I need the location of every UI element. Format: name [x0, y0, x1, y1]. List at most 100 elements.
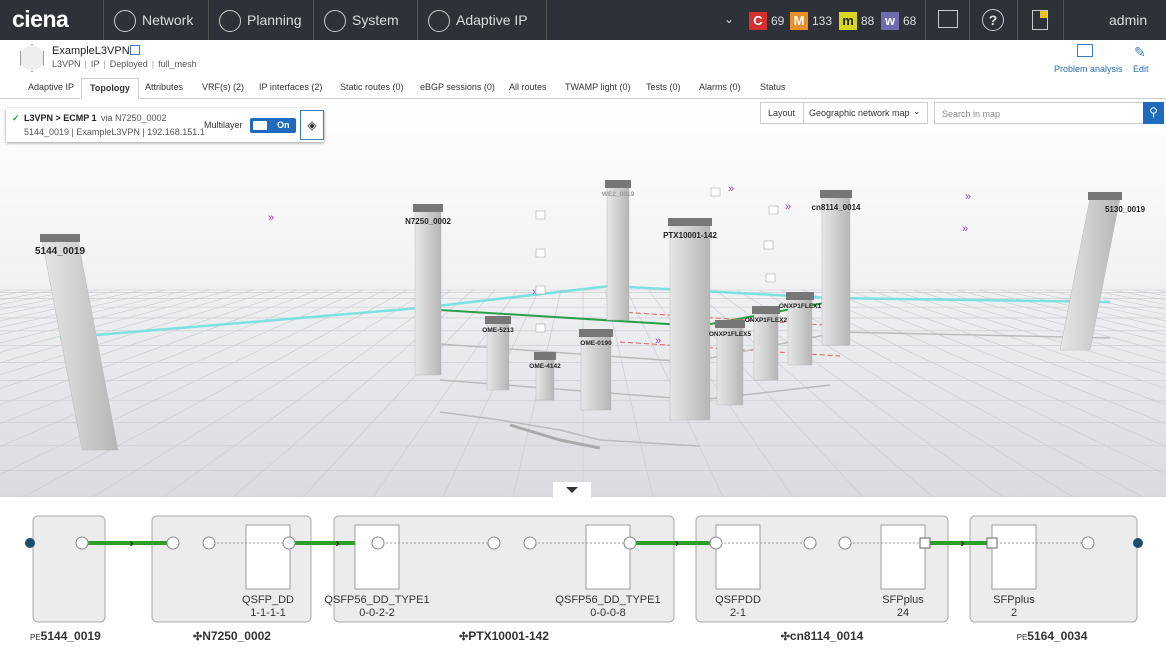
pillar — [821, 195, 851, 346]
node-label: 5144_0019 — [41, 629, 101, 643]
path-arrow: › — [130, 536, 134, 550]
link-arrow: » — [532, 286, 538, 298]
help-icon[interactable]: ? — [969, 0, 1017, 40]
port-name: QSFP_DD — [242, 594, 294, 606]
search-button[interactable]: ⚲ — [1143, 102, 1164, 124]
link-arrow: » — [728, 183, 734, 195]
grid-line — [0, 289, 364, 447]
edit[interactable]: Edit — [1133, 64, 1149, 74]
node-name: ✣cn8114_0014 — [781, 629, 864, 643]
link-marker — [535, 210, 546, 220]
tab[interactable]: Alarms (0) — [699, 82, 741, 92]
node-label: cn8114_0014 — [790, 629, 864, 643]
port-id: 24 — [897, 607, 909, 619]
tab[interactable]: All routes — [509, 82, 547, 92]
dropdown-arrow: ⌄ — [913, 106, 921, 116]
edit-icon: ✎ — [1134, 44, 1146, 60]
nav-item[interactable]: Adaptive IP — [417, 0, 547, 40]
grid-line — [0, 289, 254, 364]
port-dot — [1081, 536, 1095, 550]
nav-item[interactable]: System — [313, 0, 417, 40]
port-dot — [523, 536, 537, 550]
pillar-cap — [820, 190, 852, 198]
pillar-cap — [579, 329, 613, 337]
path-panel: ✓ L3VPN > ECMP 1 via N7250_0002 5144_001… — [6, 108, 324, 142]
grid-line — [890, 289, 1166, 376]
node-label: PTX10001-142 — [468, 629, 549, 643]
tab[interactable]: TWAMP light (0) — [565, 82, 631, 92]
layout-select[interactable]: Layout Geographic network map ⌄ — [760, 102, 928, 124]
port-name: QSFP56_DD_TYPE1 — [324, 594, 429, 606]
tab[interactable]: Topology — [81, 78, 139, 99]
node-label: N7250_0002 — [202, 629, 271, 643]
link — [619, 341, 841, 357]
link-arrow: » — [268, 212, 274, 224]
grid-line — [0, 289, 276, 376]
grid-line — [846, 289, 1166, 405]
node-label: 5130_0019 — [1105, 205, 1146, 214]
tab[interactable]: IP interfaces (2) — [259, 82, 323, 92]
search-box[interactable]: Search in map ⚲ — [934, 102, 1164, 124]
search-placeholder: Search in map — [942, 109, 1001, 119]
problem-analysis[interactable]: Problem analysis — [1054, 64, 1123, 74]
port-box — [245, 524, 291, 590]
grid-line — [934, 289, 1166, 353]
chevron[interactable]: ⌄ — [724, 12, 735, 26]
link-marker — [763, 240, 774, 250]
pillars: 5144_0019 N7250_0002 WE2_0019 PTX10001-142 c… — [35, 180, 1146, 451]
tab[interactable]: VRF(s) (2) — [202, 82, 244, 92]
port-dot — [803, 536, 817, 550]
node-label: OME-5213 — [482, 327, 514, 334]
node-label: OME-4142 — [529, 363, 561, 370]
multilayer-label: Multilayer — [204, 120, 243, 130]
meta-item: full_mesh — [158, 59, 197, 69]
node-prefix: PE — [30, 633, 41, 642]
port-dot — [487, 536, 501, 550]
link-marker — [765, 273, 776, 283]
grid-line — [912, 289, 1166, 364]
path-arrow: › — [675, 536, 679, 550]
user[interactable]: admin — [1063, 0, 1166, 40]
tab[interactable]: Tests (0) — [646, 82, 681, 92]
tab[interactable]: Adaptive IP — [28, 82, 75, 92]
grid-line — [824, 289, 1166, 425]
layers-button[interactable]: ◈ — [300, 110, 324, 140]
path-elements: › › › ›QSFP_DD1-1-1-1QSFP56_DD_TYPE10-0-2-2… — [25, 515, 1143, 643]
port-name: QSFPDD — [715, 594, 761, 606]
link — [619, 311, 841, 327]
pillar-cap — [715, 320, 745, 328]
edit-name-icon[interactable] — [130, 45, 140, 55]
toggle[interactable]: On — [250, 118, 296, 133]
node-label: 5144_0019 — [35, 246, 85, 257]
node-name: ✣PTX10001-142 — [459, 629, 549, 643]
port-name: QSFP56_DD_TYPE1 — [555, 594, 660, 606]
tab[interactable]: Static routes (0) — [340, 82, 404, 92]
grid-line — [162, 289, 452, 497]
grid-line — [0, 289, 298, 389]
separator: | — [84, 59, 87, 69]
port-dot — [202, 536, 216, 550]
port-box — [991, 524, 1037, 590]
alarm-count: 88 — [861, 14, 875, 28]
nav-item[interactable]: Planning — [208, 0, 313, 40]
node-label: ONXP1FLEX5 — [709, 331, 752, 338]
tab[interactable]: Attributes — [145, 82, 184, 92]
problem-icon — [1077, 44, 1093, 57]
tab[interactable]: eBGP sessions (0) — [420, 82, 495, 92]
meta-item: IP — [90, 59, 100, 69]
pillar-cap — [668, 218, 712, 226]
separator: | — [103, 59, 106, 69]
pillar — [669, 223, 711, 421]
meta-item: L3VPN — [52, 59, 81, 69]
service-icon — [20, 44, 44, 72]
tab[interactable]: Status — [760, 82, 786, 92]
notes-icon[interactable] — [1017, 0, 1063, 40]
feedback-icon[interactable] — [925, 0, 969, 40]
nav-item[interactable]: Network — [103, 0, 208, 40]
tabs: Adaptive IP Topology Attributes VRF(s) (2) I… — [0, 78, 1166, 99]
port-square — [986, 537, 998, 549]
grid-line — [22, 289, 408, 497]
alarm-count: 69 — [771, 14, 785, 28]
path-diagram: › › › ›QSFP_DD1-1-1-1QSFP56_DD_TYPE10-0-2-2… — [0, 497, 1166, 654]
port-id: 1-1-1-1 — [250, 607, 285, 619]
